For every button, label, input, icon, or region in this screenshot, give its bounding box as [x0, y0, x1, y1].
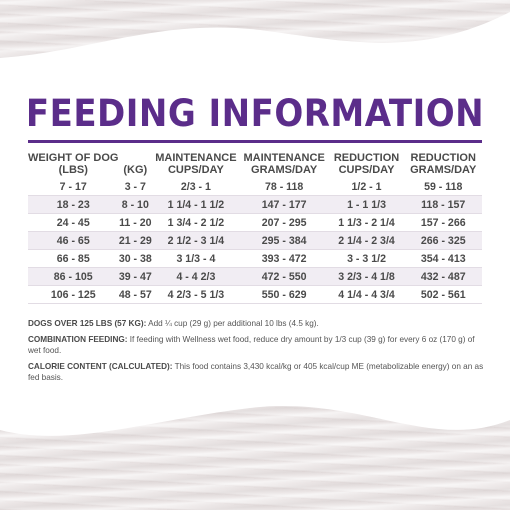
- cell-weight-kg: 11 - 20: [118, 213, 153, 232]
- header-weight-lbs: WEIGHT OF DOG (LBS): [28, 150, 118, 178]
- header-line-1: MAINTENANCE: [155, 152, 237, 164]
- cell-weight-lbs: 24 - 45: [28, 213, 119, 232]
- table-row: 86 - 105 39 - 47 4 - 4 2/3 472 - 550 3 2…: [28, 267, 482, 286]
- header-line-2: (LBS): [58, 164, 88, 176]
- header-line-2: CUPS/DAY: [338, 164, 395, 176]
- header-line-1: WEIGHT OF DOG: [28, 152, 119, 164]
- feeding-table: WEIGHT OF DOG (LBS) (KG) MAINTENANCE CUP…: [28, 150, 482, 304]
- cell-maint-cups: 4 - 4 2/3: [152, 267, 240, 286]
- cell-weight-lbs: 18 - 23: [28, 195, 119, 214]
- note-text: Add ¼ cup (29 g) per additional 10 lbs (…: [146, 319, 319, 328]
- cell-weight-kg: 3 - 7: [118, 178, 153, 196]
- cell-maint-grams: 207 - 295: [239, 213, 329, 232]
- cell-weight-lbs: 66 - 85: [28, 249, 119, 268]
- cell-reduct-grams: 502 - 561: [404, 285, 482, 304]
- cell-reduct-grams: 118 - 157: [404, 195, 482, 214]
- cell-weight-kg: 8 - 10: [118, 195, 153, 214]
- table-row: 106 - 125 48 - 57 4 2/3 - 5 1/3 550 - 62…: [28, 285, 482, 304]
- cell-reduct-cups: 4 1/4 - 4 3/4: [328, 285, 405, 304]
- header-line-2: CUPS/DAY: [167, 164, 224, 176]
- header-line-1: [118, 152, 152, 164]
- header-reduct-cups: REDUCTION CUPS/DAY: [329, 150, 405, 178]
- header-line-2: GRAMS/DAY: [410, 164, 477, 176]
- cell-maint-cups: 4 2/3 - 5 1/3: [152, 285, 240, 304]
- cell-reduct-cups: 2 1/4 - 2 3/4: [328, 231, 405, 250]
- cell-maint-grams: 550 - 629: [239, 285, 329, 304]
- cell-maint-cups: 2 1/2 - 3 1/4: [152, 231, 240, 250]
- cell-maint-cups: 1 3/4 - 2 1/2: [152, 213, 240, 232]
- header-line-1: MAINTENANCE: [243, 152, 325, 164]
- cell-weight-kg: 39 - 47: [118, 267, 153, 286]
- table-row: 24 - 45 11 - 20 1 3/4 - 2 1/2 207 - 295 …: [28, 213, 482, 232]
- cell-reduct-grams: 432 - 487: [404, 267, 482, 286]
- feeding-notes: DOGS OVER 125 LBS (57 KG): Add ¼ cup (29…: [28, 318, 488, 388]
- note-calorie-content: CALORIE CONTENT (CALCULATED): This food …: [28, 361, 488, 384]
- cell-reduct-cups: 3 - 3 1/2: [328, 249, 405, 268]
- cell-reduct-cups: 3 2/3 - 4 1/8: [328, 267, 405, 286]
- note-combination-feeding: COMBINATION FEEDING: If feeding with Wel…: [28, 334, 488, 357]
- note-label: DOGS OVER 125 LBS (57 KG):: [28, 319, 147, 328]
- cell-reduct-grams: 59 - 118: [404, 178, 482, 196]
- cell-reduct-cups: 1 - 1 1/3: [328, 195, 405, 214]
- cell-reduct-grams: 266 - 325: [404, 231, 482, 250]
- header-maint-grams: MAINTENANCE GRAMS/DAY: [240, 150, 329, 178]
- cell-maint-cups: 1 1/4 - 1 1/2: [152, 195, 240, 214]
- table-row: 66 - 85 30 - 38 3 1/3 - 4 393 - 472 3 - …: [28, 249, 482, 268]
- header-maint-cups: MAINTENANCE CUPS/DAY: [152, 150, 240, 178]
- table-row: 18 - 23 8 - 10 1 1/4 - 1 1/2 147 - 177 1…: [28, 195, 482, 214]
- cell-weight-lbs: 7 - 17: [28, 178, 119, 196]
- table-row: 46 - 65 21 - 29 2 1/2 - 3 1/4 295 - 384 …: [28, 231, 482, 250]
- cell-weight-kg: 21 - 29: [118, 231, 153, 250]
- header-line-1: REDUCTION: [410, 152, 476, 164]
- cell-maint-cups: 2/3 - 1: [152, 178, 240, 196]
- note-label: COMBINATION FEEDING:: [28, 334, 128, 344]
- header-line-2: GRAMS/DAY: [251, 164, 318, 176]
- header-line-2: (KG): [123, 164, 148, 176]
- cell-weight-lbs: 106 - 125: [28, 285, 119, 304]
- cell-reduct-cups: 1/2 - 1: [328, 178, 405, 196]
- note-large-dogs: DOGS OVER 125 LBS (57 KG): Add ¼ cup (29…: [28, 318, 488, 330]
- header-line-1: REDUCTION: [333, 152, 400, 164]
- cell-maint-cups: 3 1/3 - 4: [152, 249, 240, 268]
- cell-maint-grams: 472 - 550: [239, 267, 329, 286]
- header-reduct-grams: REDUCTION GRAMS/DAY: [404, 150, 482, 178]
- cell-reduct-grams: 354 - 413: [404, 249, 482, 268]
- table-row: 7 - 17 3 - 7 2/3 - 1 78 - 118 1/2 - 1 59…: [28, 178, 482, 196]
- title-divider: [28, 140, 482, 143]
- note-text: If feeding with Wellness wet food, reduc…: [28, 334, 475, 356]
- cell-weight-lbs: 86 - 105: [28, 267, 119, 286]
- note-text: This food contains 3,430 kcal/kg or 405 …: [28, 361, 484, 383]
- page-title: FEEDING INFORMATION: [25, 92, 485, 135]
- header-weight-kg: (KG): [118, 150, 152, 178]
- cell-reduct-grams: 157 - 266: [404, 213, 482, 232]
- cell-maint-grams: 295 - 384: [239, 231, 329, 250]
- cell-weight-lbs: 46 - 65: [28, 231, 119, 250]
- note-label: CALORIE CONTENT (CALCULATED):: [28, 361, 173, 371]
- cell-maint-grams: 78 - 118: [239, 178, 329, 196]
- cell-maint-grams: 393 - 472: [239, 249, 329, 268]
- cell-reduct-cups: 1 1/3 - 2 1/4: [328, 213, 405, 232]
- cell-weight-kg: 30 - 38: [118, 249, 153, 268]
- table-header-row: WEIGHT OF DOG (LBS) (KG) MAINTENANCE CUP…: [28, 150, 482, 178]
- cell-weight-kg: 48 - 57: [118, 285, 153, 304]
- cell-maint-grams: 147 - 177: [239, 195, 329, 214]
